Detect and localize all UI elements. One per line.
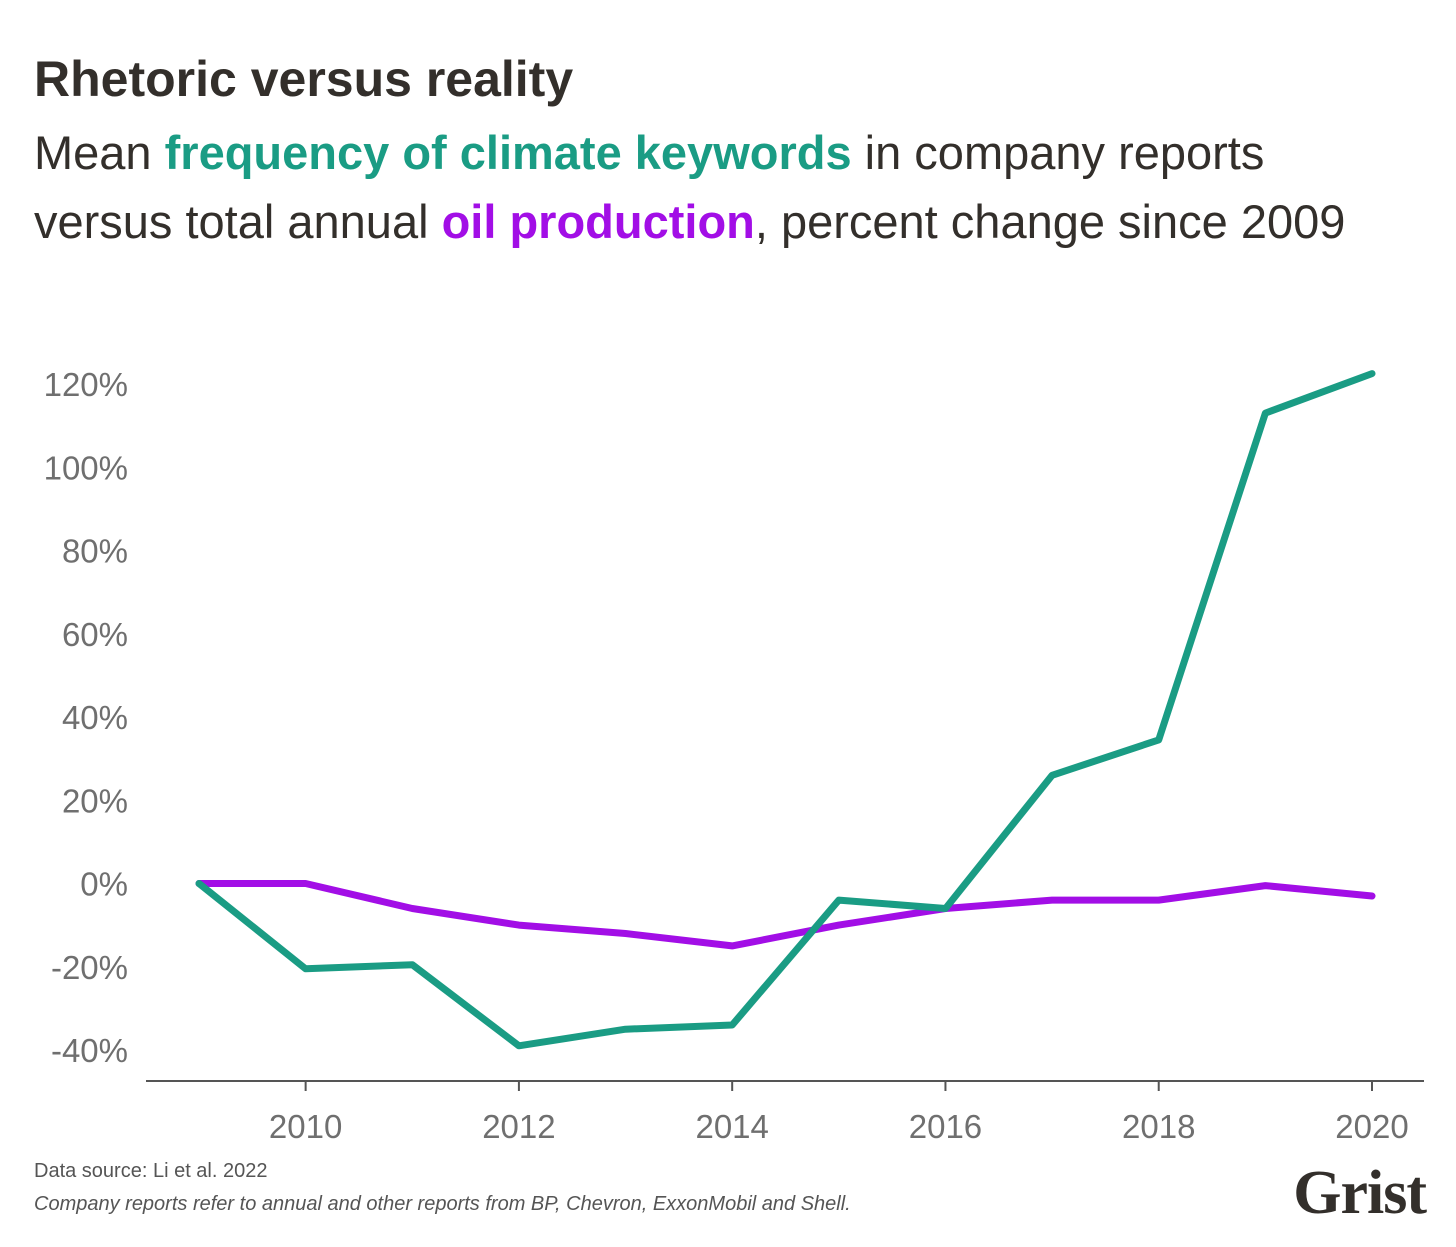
x-tick-label: 2012	[482, 1108, 555, 1145]
x-tick-label: 2016	[909, 1108, 982, 1145]
y-tick-label: 20%	[62, 782, 128, 819]
y-axis-labels: -40% -20% 0% 20% 40% 60% 80% 100% 120%	[44, 366, 128, 1069]
y-tick-label: -20%	[51, 949, 128, 986]
y-tick-label: 100%	[44, 449, 128, 486]
x-tick-label: 2010	[269, 1108, 342, 1145]
subtitle-middle: in company reports versus total annual	[34, 126, 1265, 248]
x-tick-label: 2014	[695, 1108, 768, 1145]
series-line-climate-keywords	[195, 370, 1376, 1050]
series-line-oil-production	[195, 880, 1376, 950]
subtitle-suffix: , percent change since 2009	[754, 195, 1346, 248]
subtitle-highlight-keywords: frequency of climate keywords	[164, 126, 852, 179]
y-tick-label: 60%	[62, 616, 128, 653]
y-tick-label: 0%	[80, 866, 128, 903]
chart-title: Rhetoric versus reality	[34, 51, 574, 107]
series-lines	[195, 370, 1376, 1050]
y-tick-label: 40%	[62, 699, 128, 736]
chart-subtitle: Mean frequency of climate keywords in co…	[34, 118, 1364, 256]
footnote: Company reports refer to annual and othe…	[34, 1193, 851, 1215]
x-axis-ticks: 2010 2012 2014 2016 2018 2020	[269, 1081, 1409, 1145]
y-tick-label: -40%	[51, 1032, 128, 1069]
x-tick-label: 2018	[1122, 1108, 1195, 1145]
subtitle-highlight-oil: oil production	[441, 195, 755, 248]
grist-logo: Grist	[1293, 1159, 1427, 1227]
subtitle-prefix: Mean	[34, 126, 165, 179]
y-tick-label: 120%	[44, 366, 128, 403]
y-tick-label: 80%	[62, 533, 128, 570]
data-source: Data source: Li et al. 2022	[34, 1160, 268, 1182]
x-tick-label: 2020	[1335, 1108, 1408, 1145]
